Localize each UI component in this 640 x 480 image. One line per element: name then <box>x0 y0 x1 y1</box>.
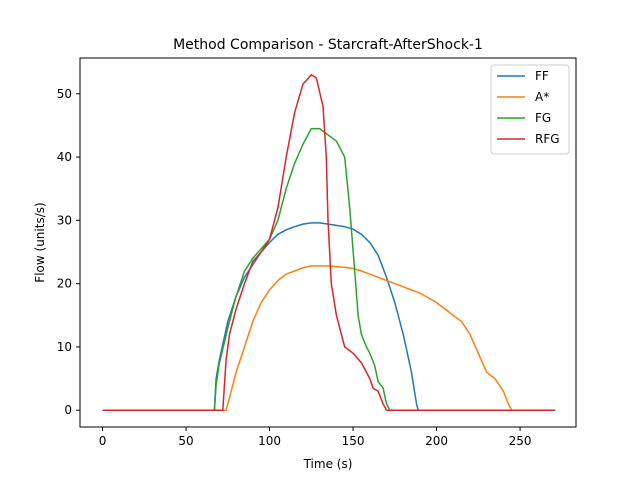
x-tick-label: 150 <box>342 434 365 448</box>
y-axis-label: Flow (units/s) <box>33 202 47 282</box>
x-axis: 0 50 100 150 200 250 <box>99 427 532 448</box>
x-axis-label: Time (s) <box>303 457 353 471</box>
series-line-rfg <box>102 74 556 411</box>
x-tick-label: 100 <box>258 434 281 448</box>
legend-label: RFG <box>535 132 560 146</box>
legend: FF A* FG RFG <box>490 64 570 155</box>
y-tick-label: 50 <box>57 87 72 101</box>
y-tick-label: 20 <box>57 277 72 291</box>
legend-label: A* <box>535 90 549 104</box>
x-tick-label: 200 <box>425 434 448 448</box>
chart-title: Method Comparison - Starcraft-AfterShock… <box>173 37 483 53</box>
y-tick-label: 10 <box>57 340 72 354</box>
y-axis: 0 10 20 30 40 50 <box>57 87 80 417</box>
plot-area <box>79 57 577 428</box>
y-tick-label: 0 <box>64 403 72 417</box>
series-line-fg <box>102 127 556 411</box>
y-tick-label: 40 <box>57 150 72 164</box>
y-tick-label: 30 <box>57 213 72 227</box>
legend-frame <box>490 64 570 155</box>
legend-label: FF <box>535 69 549 83</box>
series-layer <box>102 74 556 411</box>
x-tick-label: 250 <box>509 434 532 448</box>
x-tick-label: 50 <box>178 434 193 448</box>
x-tick-label: 0 <box>99 434 107 448</box>
series-line-ff <box>102 222 556 411</box>
series-line-astar <box>102 265 556 411</box>
legend-label: FG <box>535 111 551 125</box>
